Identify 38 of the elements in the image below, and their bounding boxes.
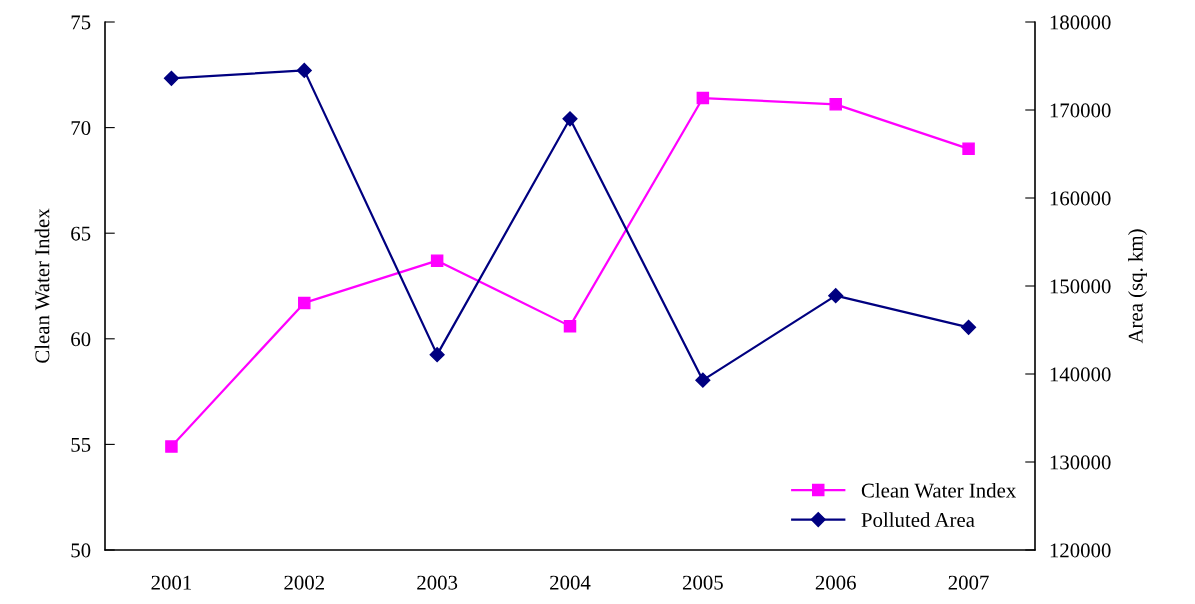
x-tick-label: 2006 xyxy=(815,575,856,590)
y-tick-label: 75 xyxy=(71,15,91,30)
legend-label: Clean Water Index xyxy=(861,482,1016,498)
y-tick-label: 55 xyxy=(71,437,91,452)
point xyxy=(962,142,975,155)
point xyxy=(296,62,312,78)
point xyxy=(562,111,578,127)
y-tick-label: 60 xyxy=(71,332,91,347)
y2-tick-label: 130000 xyxy=(1050,455,1111,470)
y-axis-title: Clean Water Index xyxy=(34,208,50,363)
point xyxy=(165,440,178,453)
point xyxy=(429,347,445,363)
point xyxy=(828,288,844,304)
y2-tick-label: 180000 xyxy=(1050,15,1111,30)
y-tick-label: 50 xyxy=(71,543,91,558)
point xyxy=(961,319,977,335)
point xyxy=(696,91,710,105)
point xyxy=(430,254,444,267)
y-tick-label: 70 xyxy=(71,120,91,136)
legend-label: Polluted Area xyxy=(861,512,975,528)
x-tick-label: 2002 xyxy=(284,575,324,590)
x-tick-label: 2001 xyxy=(151,575,192,590)
point xyxy=(163,70,179,86)
y2-tick-label: 170000 xyxy=(1050,103,1111,118)
x-tick-label: 2004 xyxy=(550,575,591,590)
y2-tick-label: 160000 xyxy=(1050,191,1111,206)
y-tick-label: 65 xyxy=(71,226,91,241)
y2-tick-label: 140000 xyxy=(1050,367,1111,382)
point xyxy=(829,98,842,111)
x-tick-label: 2003 xyxy=(417,575,458,590)
y2-tick-label: 120000 xyxy=(1050,543,1111,558)
point xyxy=(298,296,311,310)
point xyxy=(695,372,711,388)
y2-tick-label: 150000 xyxy=(1050,279,1111,294)
x-tick-label: 2005 xyxy=(682,575,723,590)
x-tick-label: 2007 xyxy=(948,575,989,590)
y2-axis-title: Area (sq. km) xyxy=(1128,229,1147,344)
point xyxy=(563,319,577,333)
